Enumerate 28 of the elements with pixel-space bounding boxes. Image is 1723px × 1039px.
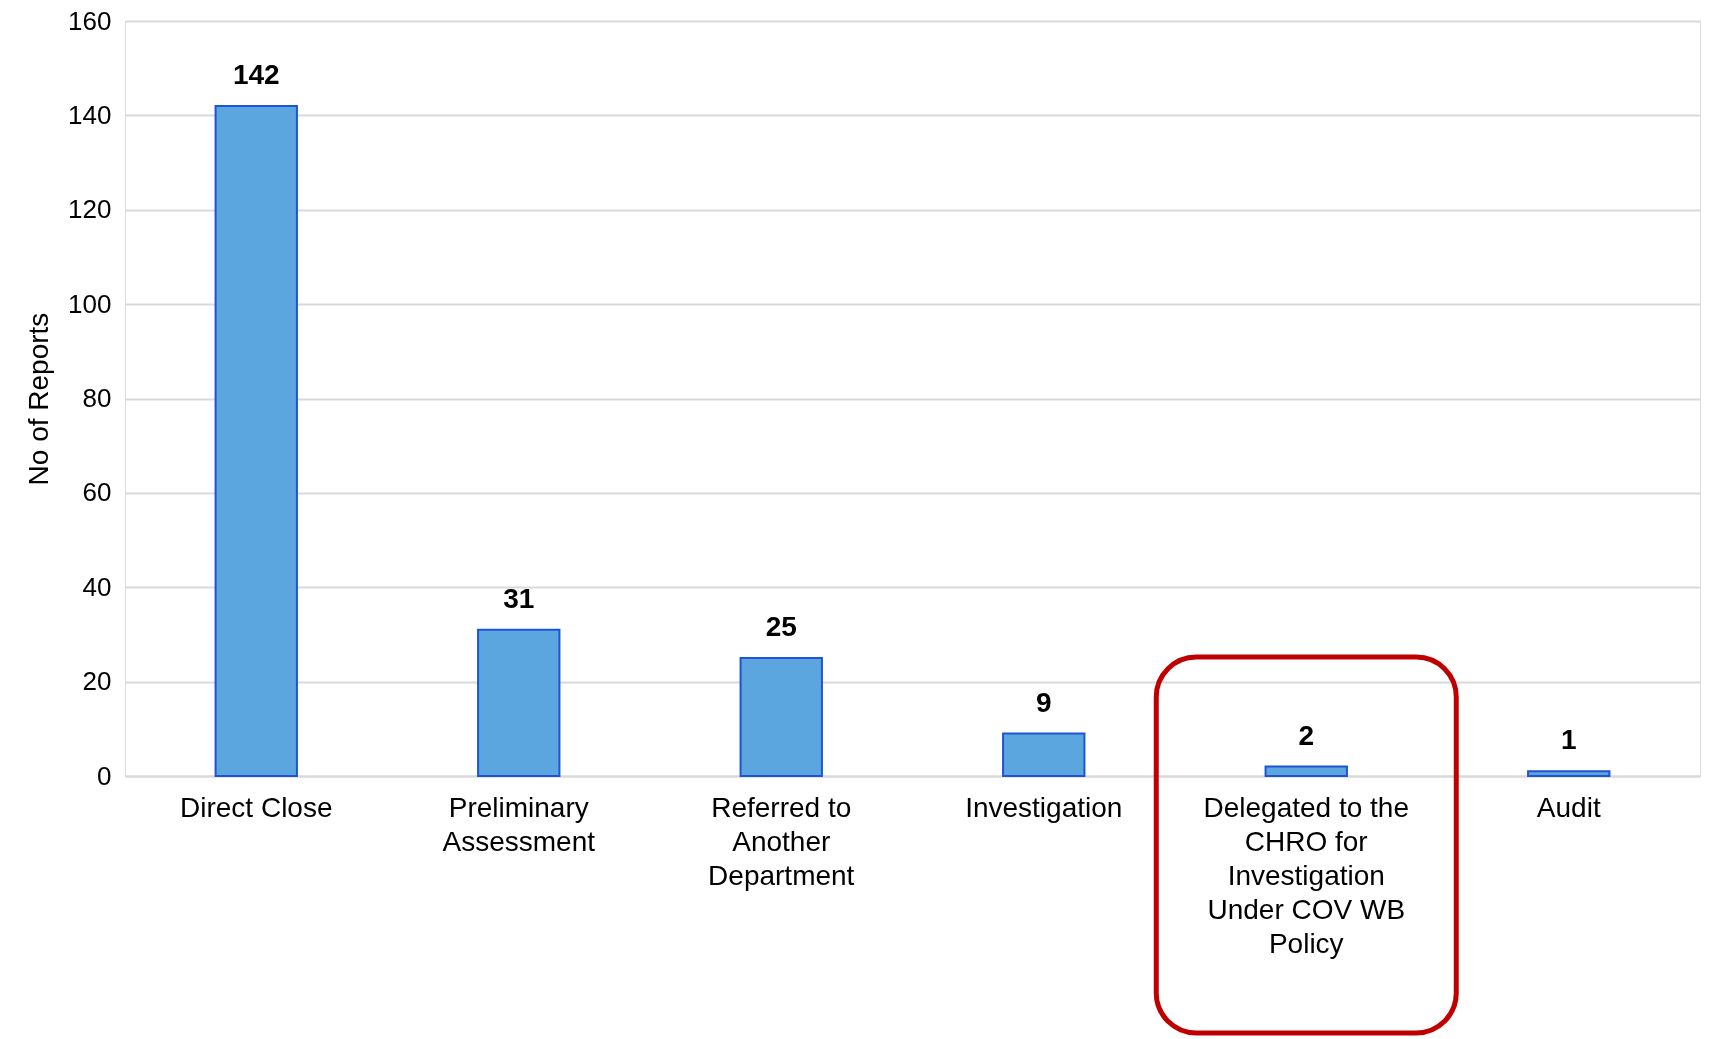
x-tick-label: Referred to Another Department (708, 791, 855, 891)
data-label: 9 (1035, 686, 1052, 718)
y-tick-label: 40 (82, 571, 112, 602)
x-tick-label: Preliminary Assessment (442, 791, 596, 857)
y-tick-label: 140 (68, 99, 112, 130)
y-axis-title: No of Reports (23, 312, 55, 486)
data-label: 25 (765, 611, 797, 643)
y-tick-label: 20 (82, 666, 112, 697)
bar (1264, 765, 1348, 777)
x-tick-label: Direct Close (180, 791, 333, 823)
bar (214, 104, 298, 777)
x-tick-label: Investigation (965, 791, 1123, 823)
y-tick-label: 100 (68, 288, 112, 319)
bar (739, 657, 823, 777)
y-tick-label: 0 (97, 760, 112, 791)
data-label: 142 (232, 58, 280, 90)
y-tick-label: 60 (82, 477, 112, 508)
y-tick-label: 120 (68, 194, 112, 225)
data-label: 2 (1298, 719, 1315, 751)
bar (1527, 770, 1611, 777)
bar (1002, 732, 1086, 777)
y-tick-label: 80 (82, 383, 112, 413)
x-tick-label: Audit (1536, 791, 1601, 823)
data-label: 1 (1560, 724, 1577, 756)
data-label: 31 (503, 582, 535, 614)
x-tick-label: Delegated to the CHRO for Investigation Under COV WB Policy (1203, 791, 1409, 959)
y-tick-label: 160 (68, 5, 112, 36)
bar (477, 628, 561, 777)
